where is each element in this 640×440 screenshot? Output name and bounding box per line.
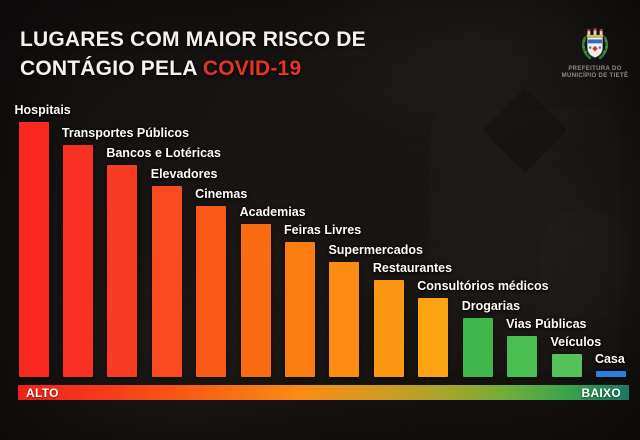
chart-bar-12: [507, 336, 538, 377]
risk-scale-low-label: BAIXO: [581, 385, 621, 400]
logo-caption-line-2: MUNICÍPIO DE TIETÊ: [561, 72, 629, 79]
chart-bar-9: [373, 280, 404, 377]
chart-bar-5: [196, 206, 227, 377]
chart-bar-3: [107, 165, 138, 377]
bar-label-1: Hospitais: [14, 103, 71, 117]
chart-bar-10: [418, 298, 449, 377]
bar-label-5: Cinemas: [195, 187, 248, 201]
logo-caption: PREFEITURA DO MUNICÍPIO DE TIETÊ: [556, 66, 634, 79]
bar-label-6: Academias: [239, 205, 306, 219]
city-hall-logo: PREFEITURA DO MUNICÍPIO DE TIETÊ: [556, 26, 634, 79]
title-line-1: LUGARES COM MAIOR RISCO DE: [20, 28, 366, 51]
chart-bar-8: [329, 262, 360, 377]
bar-label-2: Transportes Públicos: [61, 126, 190, 140]
bar-label-3: Bancos e Lotéricas: [106, 146, 221, 160]
title-line-2: CONTÁGIO PELA COVID-19: [20, 56, 302, 80]
chart-bar-1: [18, 122, 49, 377]
bar-label-4: Elevadores: [150, 167, 218, 181]
logo-caption-line-1: PREFEITURA DO: [568, 66, 622, 72]
page-title: LUGARES COM MAIOR RISCO DE CONTÁGIO PELA…: [20, 26, 366, 83]
coat-of-arms-icon: [581, 28, 609, 60]
title-covid-highlight: COVID-19: [202, 56, 302, 80]
bar-label-9: Restaurantes: [372, 261, 453, 275]
bar-label-12: Vias Públicas: [506, 317, 587, 331]
bar-label-13: Veículos: [550, 335, 602, 349]
bar-label-8: Supermercados: [328, 243, 423, 257]
chart-bar-11: [462, 318, 493, 377]
bar-label-10: Consultórios médicos: [417, 279, 549, 293]
chart-bar-13: [551, 354, 582, 377]
risk-scale-high-label: ALTO: [26, 385, 59, 400]
chart-bar-2: [62, 145, 93, 377]
risk-scale-gradient-bar: ALTO BAIXO: [18, 385, 629, 400]
bar-label-7: Feiras Livres: [284, 223, 362, 237]
bar-label-11: Drogarias: [461, 299, 521, 313]
chart-bar-4: [151, 186, 182, 377]
chart-bar-14: [595, 371, 626, 377]
chart-bar-7: [285, 242, 316, 377]
bar-label-14: Casa: [594, 352, 625, 366]
chart-bar-6: [240, 224, 271, 377]
